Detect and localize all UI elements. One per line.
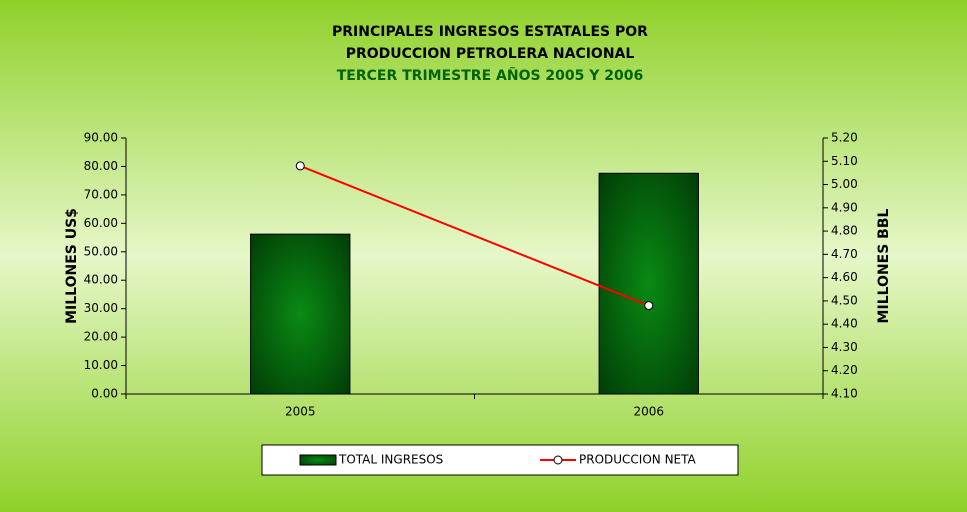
y-tick-label: 0.00	[91, 387, 118, 401]
legend-label: PRODUCCION NETA	[579, 453, 697, 467]
y2-tick-label: 4.60	[831, 270, 858, 284]
y2-tick-label: 4.40	[831, 317, 858, 331]
y-tick-label: 40.00	[84, 273, 118, 287]
x-tick-label: 2005	[285, 405, 316, 419]
y2-tick-label: 4.70	[831, 247, 858, 261]
legend	[261, 444, 739, 476]
chart-title: PRINCIPALES INGRESOS ESTATALES POR	[332, 24, 648, 40]
y2-tick-label: 4.30	[831, 340, 858, 354]
y2-tick-label: 4.20	[831, 363, 858, 377]
legend-swatch	[299, 454, 337, 466]
y-tick-label: 80.00	[84, 159, 118, 173]
bar	[250, 233, 351, 395]
y2-axis-label: MILLONES BBL	[876, 208, 892, 323]
y2-tick-label: 4.90	[831, 200, 858, 214]
legend-swatch	[553, 455, 563, 465]
y-tick-label: 70.00	[84, 187, 118, 201]
y2-tick-label: 5.00	[831, 177, 858, 191]
y-tick-label: 10.00	[84, 358, 118, 372]
y-tick-label: 20.00	[84, 330, 118, 344]
y2-tick-label: 4.10	[831, 387, 858, 401]
y2-tick-label: 4.50	[831, 293, 858, 307]
legend-label: TOTAL INGRESOS	[338, 453, 443, 467]
y-tick-label: 30.00	[84, 301, 118, 315]
x-tick-label: 2006	[633, 405, 664, 419]
y2-tick-label: 4.80	[831, 224, 858, 238]
y-axis-label: MILLONES US$	[64, 208, 80, 324]
line	[299, 164, 650, 307]
chart-subtitle: TERCER TRIMESTRE AÑOS 2005 Y 2006	[337, 67, 644, 84]
point	[644, 301, 654, 311]
chart-title: PRODUCCION PETROLERA NACIONAL	[346, 46, 635, 62]
bar	[598, 172, 699, 395]
y-tick-label: 50.00	[84, 244, 118, 258]
y2-tick-label: 5.20	[831, 131, 858, 145]
y-tick-label: 90.00	[84, 131, 118, 145]
y-tick-label: 60.00	[84, 216, 118, 230]
point	[295, 161, 305, 171]
y2-tick-label: 5.10	[831, 154, 858, 168]
